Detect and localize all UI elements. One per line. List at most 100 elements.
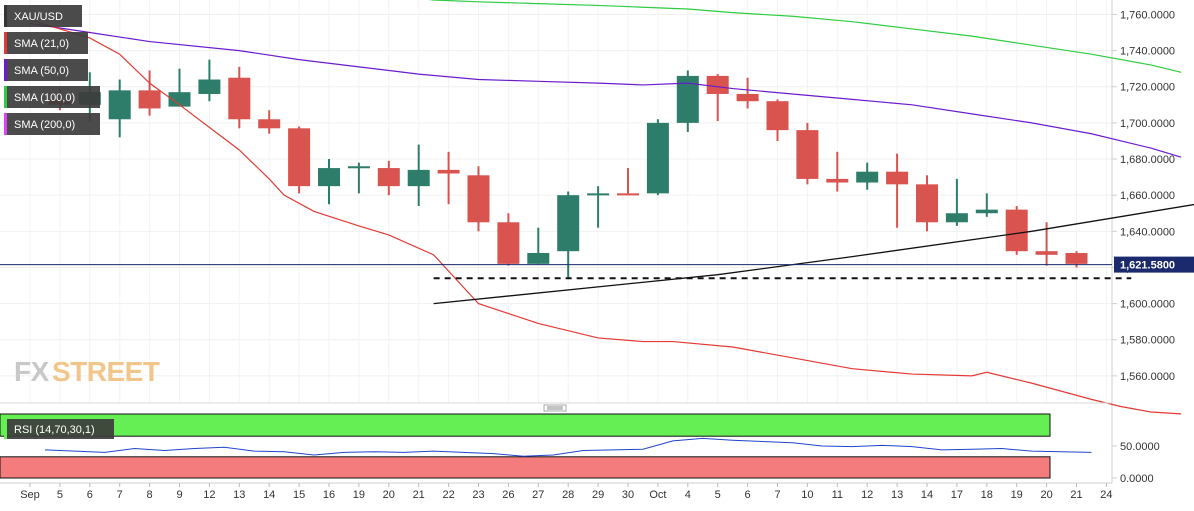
candle-21 [676, 70, 699, 132]
legend-text: XAU/USD [14, 11, 63, 23]
candle-14 [467, 166, 490, 232]
price-tick-label: 1,700.0000 [1120, 118, 1175, 130]
indicator-label[interactable]: SMA (50,0) [4, 59, 88, 81]
candle-5 [198, 59, 221, 102]
legend-bg [4, 113, 100, 135]
candle-body [676, 75, 699, 123]
candle-body [467, 175, 490, 223]
x-tick-label: 11 [832, 489, 843, 501]
x-tick-label: 9 [176, 489, 182, 501]
candle-body [736, 93, 759, 102]
x-tick-label: 16 [323, 489, 335, 501]
x-tick-label: 12 [861, 489, 873, 501]
candle-18 [587, 186, 610, 228]
rsi-oversold-zone [0, 456, 1051, 479]
legend-swatch [4, 113, 7, 135]
candle-8 [288, 126, 311, 194]
indicator-label[interactable]: SMA (100,0) [4, 86, 100, 108]
rsi-label-bg [4, 419, 114, 439]
x-tick-label: 12 [203, 489, 215, 501]
candle-27 [856, 162, 879, 190]
sma-100-line [428, 0, 1182, 73]
current-price-badge: 1,621.5800 [1114, 256, 1194, 273]
legend-swatch [4, 5, 7, 27]
rsi-tick-label: 0.0000 [1120, 473, 1154, 485]
candle-10 [347, 162, 370, 194]
candle-26 [826, 151, 849, 192]
rsi-tick-label: 50.0000 [1120, 441, 1160, 453]
candle-22 [706, 74, 729, 122]
fxstreet-logo: FX STREET [14, 356, 160, 387]
candle-body [916, 184, 938, 223]
legend-text: SMA (100,0) [14, 92, 75, 104]
x-tick-label: 5 [715, 489, 721, 501]
rsi-overbought-zone [0, 413, 1051, 437]
candle-body [945, 213, 968, 223]
candle-body [1005, 209, 1028, 252]
candle-body [646, 122, 669, 194]
candle-13 [437, 151, 460, 205]
current-price-badge-bg [1114, 256, 1194, 273]
symbol-label[interactable]: XAU/USD [4, 5, 82, 27]
rsi-line [44, 437, 1092, 457]
legend-bg [4, 32, 88, 54]
x-tick-label: 26 [502, 489, 514, 501]
x-tick-label: 24 [1100, 489, 1112, 501]
price-tick-label: 1,600.0000 [1120, 299, 1175, 311]
candle-body [617, 193, 639, 196]
candle-body [108, 90, 131, 120]
x-tick-label: 21 [1070, 489, 1082, 501]
x-tick-label: 7 [117, 489, 123, 501]
x-tick-label: 6 [87, 489, 93, 501]
x-tick-label: 20 [1040, 489, 1052, 501]
price-tick-label: 1,760.0000 [1120, 9, 1175, 21]
candle-19 [617, 168, 639, 196]
candle-12 [407, 144, 430, 207]
candle-25 [796, 122, 819, 185]
candle-body [587, 193, 610, 196]
candle-body [497, 222, 520, 264]
candle-3 [138, 70, 161, 116]
x-tick-label: 6 [745, 489, 751, 501]
candle-9 [318, 159, 340, 205]
candle-29 [916, 175, 938, 232]
legend-swatch [4, 32, 7, 54]
legend-text: SMA (21,0) [14, 38, 69, 50]
x-tick-label: 28 [562, 489, 574, 501]
candle-body [407, 169, 430, 187]
legend-bg [4, 59, 88, 81]
candle-11 [377, 160, 400, 196]
x-tick-label: 29 [592, 489, 604, 501]
x-tick-label: Oct [649, 489, 666, 501]
price-tick-label: 1,560.0000 [1120, 371, 1175, 383]
x-tick-label: 17 [951, 489, 963, 501]
candle-body [228, 77, 251, 120]
x-tick-label: 22 [442, 489, 454, 501]
price-tick-label: 1,580.0000 [1120, 335, 1175, 347]
candle-24 [766, 99, 789, 141]
rsi-label-swatch [4, 419, 7, 439]
candle-20 [646, 119, 669, 196]
x-tick-label: 10 [801, 489, 813, 501]
x-tick-label: 21 [413, 489, 425, 501]
current-price-value: 1,621.5800 [1120, 260, 1175, 272]
candle-body [706, 75, 729, 94]
candle-6 [228, 66, 251, 129]
legend-bg [4, 5, 82, 27]
sma-21-line [29, 19, 1182, 415]
sma-50-line [29, 22, 1182, 158]
indicator-label[interactable]: SMA (21,0) [4, 32, 88, 54]
candle-body [138, 90, 161, 109]
candle-body [557, 195, 580, 252]
x-tick-label: 14 [921, 489, 933, 501]
candle-body [437, 169, 460, 174]
candle-body [856, 171, 879, 183]
x-tick-label: 5 [57, 489, 63, 501]
indicator-label[interactable]: SMA (200,0) [4, 113, 100, 135]
rsi-label[interactable]: RSI (14,70,30,1) [4, 419, 114, 439]
pane-divider[interactable] [0, 402, 1112, 412]
x-tick-label: 15 [293, 489, 305, 501]
candle-4 [168, 68, 191, 107]
